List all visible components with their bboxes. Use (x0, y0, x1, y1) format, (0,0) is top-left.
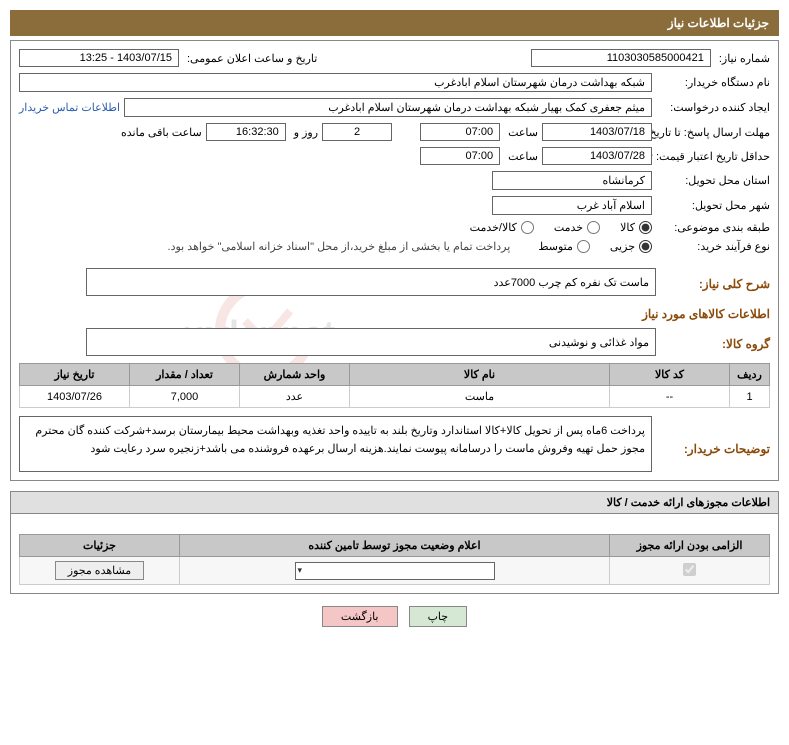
permit-table: الزامی بودن ارائه مجوز اعلام وضعیت مجوز … (19, 534, 770, 585)
permit-required-checkbox (683, 563, 696, 576)
validity-label: حداقل تاریخ اعتبار قیمت: تا تاریخ: (660, 150, 770, 163)
radio-khadmat[interactable]: خدمت (554, 221, 600, 234)
radio-both-input[interactable] (521, 221, 534, 234)
countdown-field: 16:32:30 (206, 123, 286, 141)
buyer-desc-label: توضیحات خریدار: (660, 426, 770, 456)
time-label-2: ساعت (508, 150, 538, 163)
main-panel: AriaTender.net شماره نیاز: 1103030585000… (10, 40, 779, 481)
cell-date: 1403/07/26 (20, 386, 130, 408)
col-unit: واحد شمارش (240, 364, 350, 386)
row-deadline: مهلت ارسال پاسخ: تا تاریخ: 1403/07/18 سا… (19, 123, 770, 141)
radio-partial[interactable]: جزیی (610, 240, 652, 253)
view-permit-button[interactable]: مشاهده مجوز (55, 561, 144, 580)
buyer-desc-field: پرداخت 6ماه پس از تحویل کالا+کالا استاند… (19, 416, 652, 472)
col-idx: ردیف (730, 364, 770, 386)
validity-date-field: 1403/07/28 (542, 147, 652, 165)
radio-kala[interactable]: کالا (620, 221, 652, 234)
days-and-label: روز و (294, 126, 318, 139)
announce-field: 1403/07/15 - 13:25 (19, 49, 179, 67)
contact-link[interactable]: اطلاعات تماس خریدار (19, 101, 120, 114)
permit-details-cell: مشاهده مجوز (20, 557, 180, 585)
radio-kala-input[interactable] (639, 221, 652, 234)
items-section-title: اطلاعات کالاهای مورد نیاز (19, 307, 770, 321)
category-label: طبقه بندی موضوعی: (660, 221, 770, 234)
permit-status-cell: ▾ (180, 557, 610, 585)
permit-col-required: الزامی بودن ارائه مجوز (610, 535, 770, 557)
deadline-label: مهلت ارسال پاسخ: تا تاریخ: (660, 126, 770, 139)
deadline-time-field: 07:00 (420, 123, 500, 141)
permit-header-row: الزامی بودن ارائه مجوز اعلام وضعیت مجوز … (20, 535, 770, 557)
col-code: کد کالا (610, 364, 730, 386)
radio-both[interactable]: کالا/خدمت (470, 221, 534, 234)
page-title: جزئیات اطلاعات نیاز (668, 16, 769, 30)
cell-idx: 1 (730, 386, 770, 408)
radio-medium[interactable]: متوسط (538, 240, 590, 253)
cell-unit: عدد (240, 386, 350, 408)
buyer-org-field: شبکه بهداشت درمان شهرستان اسلام ابادغرب (19, 73, 652, 92)
radio-medium-input[interactable] (577, 240, 590, 253)
process-note: پرداخت تمام یا بخشی از مبلغ خرید،از محل … (168, 240, 511, 253)
buyer-org-label: نام دستگاه خریدار: (660, 76, 770, 89)
permit-row: ▾ مشاهده مجوز (20, 557, 770, 585)
cell-name: ماست (350, 386, 610, 408)
radio-partial-input[interactable] (639, 240, 652, 253)
permit-col-status: اعلام وضعیت مجوز توسط تامین کننده (180, 535, 610, 557)
overall-label: شرح کلی نیاز: (660, 277, 770, 291)
footer-buttons: چاپ بازگشت (0, 594, 789, 639)
items-header-row: ردیف کد کالا نام کالا واحد شمارش تعداد /… (20, 364, 770, 386)
radio-khadmat-input[interactable] (587, 221, 600, 234)
city-field: اسلام آباد غرب (492, 196, 652, 215)
group-label: گروه کالا: (660, 337, 770, 351)
remaining-label: ساعت باقی مانده (121, 126, 202, 139)
days-field: 2 (322, 123, 392, 141)
print-button[interactable]: چاپ (409, 606, 468, 627)
requester-field: میثم جعفری کمک بهیار شبکه بهداشت درمان ش… (124, 98, 652, 117)
cell-code: -- (610, 386, 730, 408)
row-buyer-org: نام دستگاه خریدار: شبکه بهداشت درمان شهر… (19, 73, 770, 92)
col-date: تاریخ نیاز (20, 364, 130, 386)
row-requester: ایجاد کننده درخواست: میثم جعفری کمک بهیا… (19, 98, 770, 117)
row-buyer-desc: توضیحات خریدار: پرداخت 6ماه پس از تحویل … (19, 416, 770, 472)
city-label: شهر محل تحویل: (660, 199, 770, 212)
validity-time-field: 07:00 (420, 147, 500, 165)
row-process: نوع فرآیند خرید: جزیی متوسط پرداخت تمام … (19, 240, 770, 253)
permit-header-text: اطلاعات مجوزهای ارائه خدمت / کالا (607, 497, 770, 509)
row-city: شهر محل تحویل: اسلام آباد غرب (19, 196, 770, 215)
category-radio-group: کالا خدمت کالا/خدمت (470, 221, 652, 234)
requester-label: ایجاد کننده درخواست: (660, 101, 770, 114)
need-number-field: 1103030585000421 (531, 49, 711, 67)
permit-status-select[interactable]: ▾ (295, 562, 495, 580)
chevron-down-icon: ▾ (298, 565, 303, 576)
announce-label: تاریخ و ساعت اعلان عمومی: (187, 52, 317, 65)
row-province: استان محل تحویل: کرمانشاه (19, 171, 770, 190)
row-need-number: شماره نیاز: 1103030585000421 تاریخ و ساع… (19, 49, 770, 67)
permit-required-cell (610, 557, 770, 585)
group-field: مواد غذائی و نوشیدنی (86, 328, 656, 356)
province-label: استان محل تحویل: (660, 174, 770, 187)
permit-header: اطلاعات مجوزهای ارائه خدمت / کالا (10, 491, 779, 514)
province-field: کرمانشاه (492, 171, 652, 190)
permit-panel: الزامی بودن ارائه مجوز اعلام وضعیت مجوز … (10, 514, 779, 594)
col-qty: تعداد / مقدار (130, 364, 240, 386)
items-table: ردیف کد کالا نام کالا واحد شمارش تعداد /… (19, 363, 770, 408)
need-number-label: شماره نیاز: (719, 52, 770, 65)
page-header: جزئیات اطلاعات نیاز (10, 10, 779, 36)
cell-qty: 7,000 (130, 386, 240, 408)
table-row: 1 -- ماست عدد 7,000 1403/07/26 (20, 386, 770, 408)
overall-field: ماست تک نفره کم چرب 7000عدد (86, 268, 656, 296)
time-label-1: ساعت (508, 126, 538, 139)
process-label: نوع فرآیند خرید: (660, 240, 770, 253)
process-radio-group: جزیی متوسط (538, 240, 652, 253)
back-button[interactable]: بازگشت (322, 606, 398, 627)
permit-col-details: جزئیات (20, 535, 180, 557)
row-group: گروه کالا: مواد غذائی و نوشیدنی (19, 327, 770, 357)
col-name: نام کالا (350, 364, 610, 386)
deadline-date-field: 1403/07/18 (542, 123, 652, 141)
row-category: طبقه بندی موضوعی: کالا خدمت کالا/خدمت (19, 221, 770, 234)
row-overall: شرح کلی نیاز: ماست تک نفره کم چرب 7000عد… (19, 267, 770, 297)
row-validity: حداقل تاریخ اعتبار قیمت: تا تاریخ: 1403/… (19, 147, 770, 165)
